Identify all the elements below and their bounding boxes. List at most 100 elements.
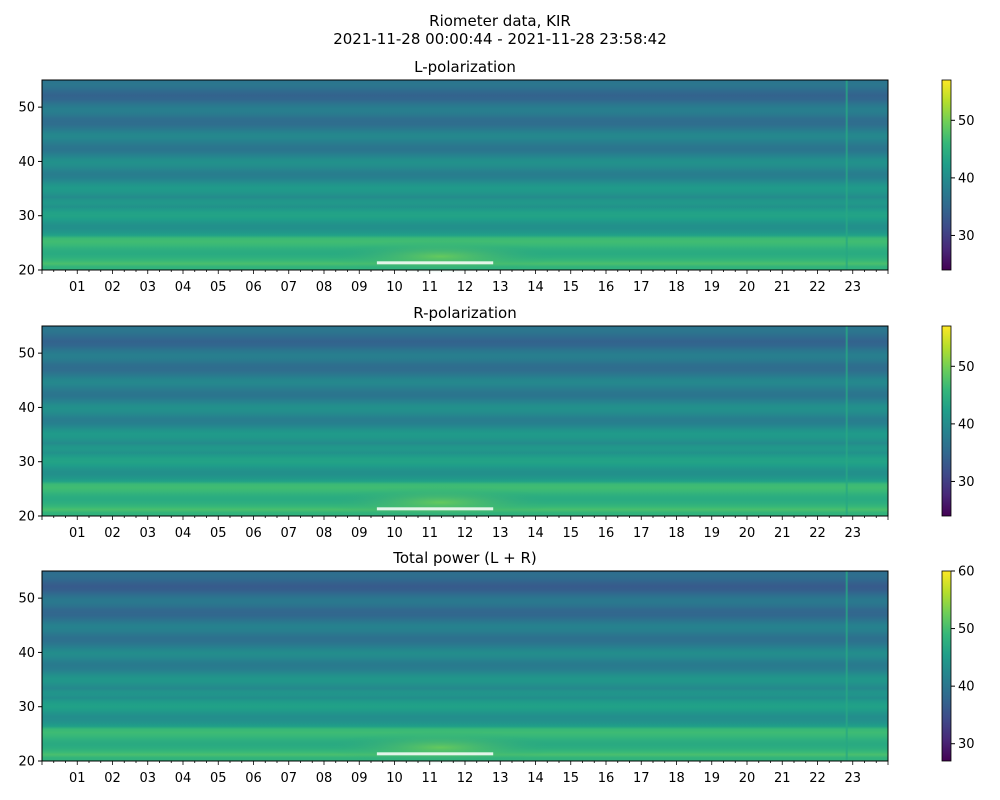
x-tick-label: 06: [245, 771, 262, 786]
x-tick-label: 19: [703, 771, 720, 786]
x-tick-label: 12: [457, 280, 474, 295]
y-tick-label: 40: [18, 155, 35, 170]
x-tick-label: 17: [633, 280, 650, 295]
heatmap-saturation: [376, 261, 494, 265]
x-tick-label: 03: [139, 280, 156, 295]
x-tick-label: 22: [809, 771, 826, 786]
panel-1: L-polarization 20 30 40 50 01 02 03 04 05 06 07 08 09…: [18, 58, 974, 295]
x-tick-label: 14: [527, 526, 544, 541]
x-tick-label: 07: [280, 771, 297, 786]
x-tick-label: 08: [316, 526, 333, 541]
x-tick-label: 16: [598, 280, 615, 295]
x-tick-label: 01: [69, 280, 86, 295]
heatmap-interference-line: [845, 80, 848, 270]
panel-title: L-polarization: [414, 58, 516, 76]
x-tick-label: 15: [562, 526, 579, 541]
x-tick-label: 01: [69, 526, 86, 541]
heatmap-saturation: [376, 752, 494, 756]
panel-title: Total power (L + R): [392, 549, 537, 567]
x-tick-label: 11: [421, 280, 438, 295]
x-tick-label: 04: [175, 526, 192, 541]
x-tick-label: 19: [703, 280, 720, 295]
y-tick-label: 30: [18, 455, 35, 470]
x-tick-label: 23: [844, 771, 861, 786]
figure-title: Riometer data, KIR: [429, 12, 571, 30]
colorbar: [941, 325, 952, 517]
colorbar-tick-label: 30: [958, 229, 975, 244]
x-tick-label: 05: [210, 526, 227, 541]
x-tick-label: 15: [562, 771, 579, 786]
heatmap-field: [42, 571, 888, 761]
heatmap-hotspot: [325, 486, 555, 519]
heatmap-interference-line: [845, 326, 848, 516]
y-tick-label: 20: [18, 755, 35, 770]
y-tick-label: 50: [18, 592, 35, 607]
x-tick-label: 06: [245, 280, 262, 295]
x-tick-label: 05: [210, 280, 227, 295]
colorbar-tick-label: 60: [958, 565, 975, 580]
x-tick-label: 01: [69, 771, 86, 786]
x-tick-label: 18: [668, 771, 685, 786]
x-tick-label: 12: [457, 526, 474, 541]
colorbar-tick-label: 40: [958, 680, 975, 695]
colorbar-tick-label: 30: [958, 475, 975, 490]
x-tick-label: 17: [633, 771, 650, 786]
x-tick-label: 09: [351, 771, 368, 786]
x-tick-label: 16: [598, 526, 615, 541]
x-tick-label: 17: [633, 526, 650, 541]
y-tick-label: 20: [18, 510, 35, 525]
x-tick-label: 08: [316, 280, 333, 295]
x-tick-label: 23: [844, 280, 861, 295]
x-tick-label: 13: [492, 280, 509, 295]
x-tick-label: 10: [386, 771, 403, 786]
x-tick-label: 09: [351, 280, 368, 295]
heatmap-hotspot: [325, 731, 555, 764]
colorbar-tick-label: 50: [958, 114, 975, 129]
x-tick-label: 20: [739, 280, 756, 295]
x-tick-label: 14: [527, 280, 544, 295]
colorbar-tick-label: 40: [958, 417, 975, 432]
colorbar-tick-label: 50: [958, 360, 975, 375]
x-tick-label: 10: [386, 280, 403, 295]
x-tick-label: 21: [774, 526, 791, 541]
x-tick-label: 15: [562, 280, 579, 295]
x-tick-label: 02: [104, 526, 121, 541]
x-tick-label: 16: [598, 771, 615, 786]
x-tick-label: 19: [703, 526, 720, 541]
y-tick-label: 20: [18, 264, 35, 279]
x-tick-label: 22: [809, 526, 826, 541]
x-tick-label: 05: [210, 771, 227, 786]
heatmap-saturation: [376, 507, 494, 511]
heatmap-field: [42, 326, 888, 516]
x-tick-label: 21: [774, 280, 791, 295]
x-tick-label: 20: [739, 526, 756, 541]
x-tick-label: 08: [316, 771, 333, 786]
x-tick-label: 20: [739, 771, 756, 786]
y-tick-label: 50: [18, 101, 35, 116]
y-tick-label: 50: [18, 347, 35, 362]
x-tick-label: 18: [668, 526, 685, 541]
y-tick-label: 40: [18, 646, 35, 661]
heatmap-hotspot: [325, 240, 555, 273]
y-tick-label: 30: [18, 209, 35, 224]
x-tick-label: 02: [104, 280, 121, 295]
x-tick-label: 04: [175, 771, 192, 786]
figure-subtitle: 2021-11-28 00:00:44 - 2021-11-28 23:58:4…: [333, 30, 667, 48]
x-tick-label: 14: [527, 771, 544, 786]
panel-2: R-polarization 20 30 40 50 01 02 03 04 05 06 07 08 09…: [18, 304, 974, 541]
x-tick-label: 23: [844, 526, 861, 541]
x-tick-label: 13: [492, 526, 509, 541]
y-tick-label: 40: [18, 401, 35, 416]
panel-title: R-polarization: [413, 304, 516, 322]
x-tick-label: 13: [492, 771, 509, 786]
x-tick-label: 02: [104, 771, 121, 786]
x-tick-label: 04: [175, 280, 192, 295]
colorbar: [941, 79, 952, 271]
colorbar-tick-label: 40: [958, 171, 975, 186]
heatmap-field: [42, 80, 888, 270]
x-tick-label: 06: [245, 526, 262, 541]
x-tick-label: 10: [386, 526, 403, 541]
panel-3: Total power (L + R) 20 30 40 50 01 02 03 04 05 06 0…: [18, 549, 974, 786]
x-tick-label: 11: [421, 771, 438, 786]
